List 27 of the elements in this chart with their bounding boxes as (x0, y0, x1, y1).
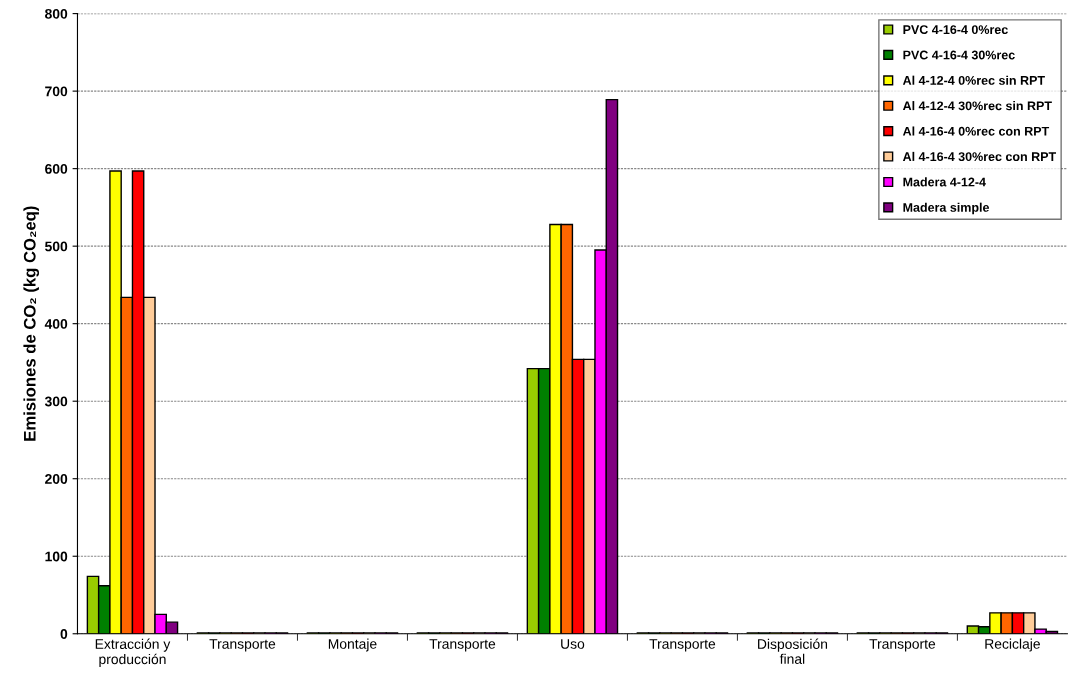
legend-label: Al 4-16-4 30%rec con RPT (902, 151, 1057, 162)
y-tick-label: 500 (45, 241, 68, 252)
x-tick-label: Transporte (429, 639, 496, 652)
legend-label: Madera 4-12-4 (903, 177, 986, 187)
y-tick-label: 100 (45, 551, 68, 562)
y-tick-label: 200 (45, 474, 68, 484)
y-tick-label: 600 (45, 163, 68, 174)
y-axis-title: Emisiones de CO₂ (kg CO₂eq) (23, 206, 40, 441)
y-tick-label: 400 (44, 319, 68, 329)
x-tick-label: Uso (561, 639, 585, 649)
legend-label: Al 4-12-4 30%rec sin RPT (902, 101, 1052, 111)
x-tick-label: Transporte (209, 639, 276, 652)
x-tick-label: Transporte (869, 639, 936, 652)
y-tick-label: 0 (60, 629, 68, 639)
y-tick-label: 800 (45, 8, 68, 19)
x-tick-label: Extracción y producción (95, 638, 171, 667)
x-tick-label: Transporte (649, 639, 716, 652)
legend-label: Madera simple (903, 202, 990, 215)
legend-label: Al 4-16-4 0%rec con RPT (902, 126, 1050, 136)
x-tick-label: Reciclaje (985, 638, 1040, 652)
x-tick-label: Disposición final (758, 638, 828, 664)
legend-label: PVC 4-16-4 0%rec (903, 25, 1008, 35)
legend-label: PVC 4-16-4 30%rec (903, 50, 1015, 60)
y-tick-label: 700 (45, 86, 68, 97)
x-tick-label: Montaje (328, 638, 377, 652)
legend-label: Al 4-12-4 0%rec sin RPT (902, 75, 1045, 85)
y-tick-label: 300 (44, 396, 68, 407)
